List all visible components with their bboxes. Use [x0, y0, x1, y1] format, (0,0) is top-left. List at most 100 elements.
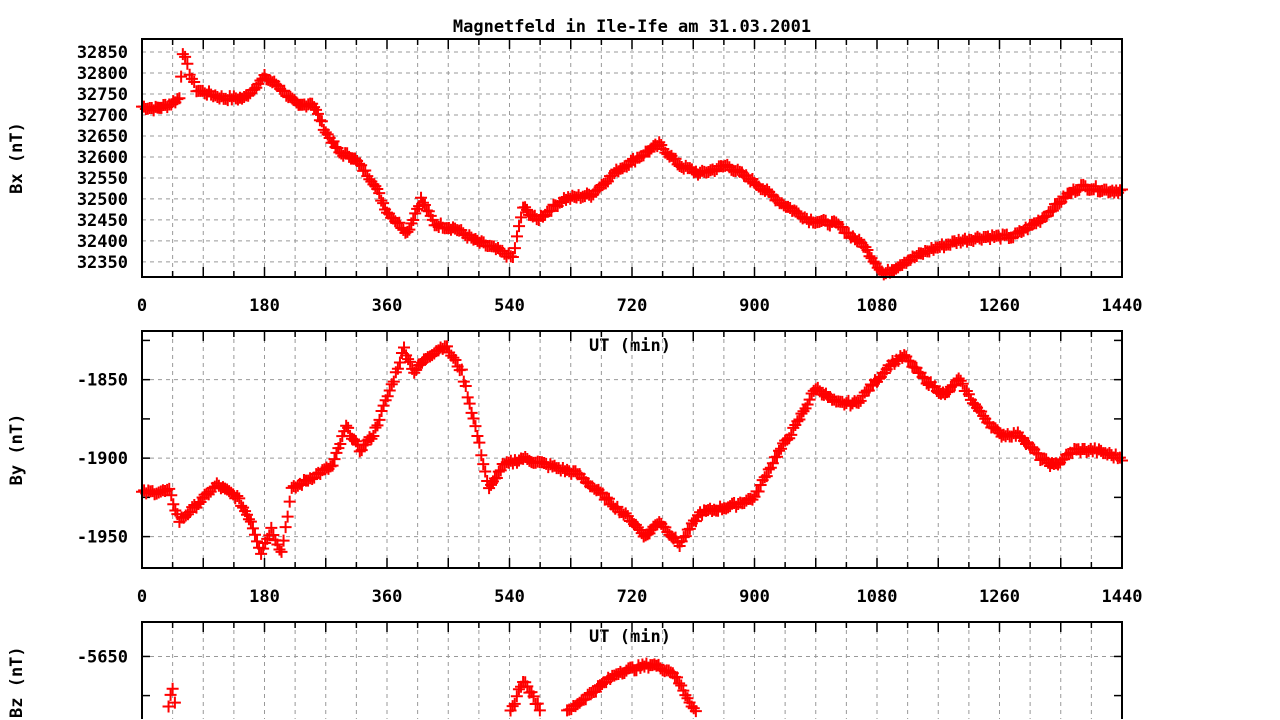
x-tick-label: 720: [617, 296, 648, 316]
data-point: [770, 450, 783, 463]
data-point: [166, 682, 179, 695]
x-tick-label: 540: [494, 296, 525, 316]
data-point: [277, 534, 290, 547]
data-point: [265, 521, 278, 534]
data-point: [418, 198, 431, 211]
data-point: [465, 406, 478, 419]
y-tick-label: 32750: [77, 85, 128, 105]
data-point: [242, 513, 255, 526]
data-point: [671, 671, 684, 684]
data-point: [954, 374, 967, 387]
data-point: [403, 223, 416, 236]
data-point: [163, 482, 176, 495]
data-point: [311, 107, 324, 120]
data-point: [916, 370, 929, 383]
data-point: [377, 197, 390, 210]
data-point: [459, 379, 472, 392]
x-tick-label: 1440: [1102, 587, 1143, 607]
x-axis-label: UT (min): [589, 336, 671, 356]
data-point: [398, 341, 411, 354]
data-point: [512, 683, 525, 696]
data-point: [854, 394, 867, 407]
data-point: [679, 530, 692, 543]
x-tick-label: 0: [137, 587, 147, 607]
plot-frame: [141, 38, 1123, 278]
data-point: [365, 432, 378, 445]
x-tick-label: 720: [617, 587, 648, 607]
data-point: [231, 490, 244, 503]
y-axis-label: Bz (nT): [7, 646, 27, 718]
data-point: [375, 194, 388, 207]
data-point: [402, 353, 415, 366]
data-point: [407, 213, 420, 226]
x-tick-label: 1260: [979, 587, 1020, 607]
data-point: [176, 48, 189, 61]
y-tick-label: 32350: [77, 253, 128, 273]
data-point: [271, 538, 284, 551]
data-point: [401, 225, 414, 238]
data-point: [246, 522, 259, 535]
data-point: [353, 445, 366, 458]
data-point: [508, 242, 521, 255]
data-point: [619, 507, 632, 520]
x-tick-label: 1080: [857, 296, 898, 316]
data-point: [375, 404, 388, 417]
y-tick-label: 32500: [77, 190, 128, 210]
data-point: [251, 535, 264, 548]
data-point: [752, 485, 765, 498]
data-point: [369, 180, 382, 193]
x-tick-label: 900: [739, 587, 770, 607]
data-point: [165, 489, 178, 502]
y-axis-label: Bx (nT): [7, 122, 27, 194]
data-point: [342, 421, 355, 434]
x-axis-label: UT (min): [589, 627, 671, 647]
data-point: [371, 419, 384, 432]
data-point: [746, 493, 759, 506]
plot-frame: [141, 330, 1123, 569]
y-axis-label: By (nT): [7, 414, 27, 486]
data-point: [492, 465, 505, 478]
data-point: [404, 355, 417, 368]
data-point: [373, 413, 386, 426]
data-point: [490, 471, 503, 484]
data-point: [326, 459, 339, 472]
x-tick-label: 1080: [857, 587, 898, 607]
x-tick-label: 180: [249, 296, 280, 316]
data-point: [962, 388, 975, 401]
data-point: [278, 84, 291, 97]
data-point: [531, 697, 544, 710]
data-point: [683, 522, 696, 535]
data-point: [515, 211, 528, 224]
data-point: [308, 101, 321, 114]
x-tick-label: 0: [137, 296, 147, 316]
y-tick-label: -1950: [77, 528, 128, 548]
data-point: [797, 405, 810, 418]
y-tick-label: 32550: [77, 169, 128, 189]
data-point: [687, 702, 700, 715]
data-point: [675, 679, 688, 692]
x-tick-label: 360: [372, 296, 403, 316]
y-tick-label: 32450: [77, 211, 128, 231]
data-point: [758, 471, 771, 484]
data-point: [340, 419, 353, 432]
data-point: [760, 470, 773, 483]
y-tick-label: 32600: [77, 148, 128, 168]
x-tick-label: 540: [494, 587, 525, 607]
data-point: [471, 430, 484, 443]
data-point: [192, 498, 205, 511]
data-point: [836, 220, 849, 233]
data-point: [411, 202, 424, 215]
data-point: [334, 438, 347, 451]
data-point: [449, 354, 462, 367]
data-point: [527, 690, 540, 703]
data-point: [600, 491, 613, 504]
data-point: [181, 57, 194, 70]
data-series: [136, 340, 1128, 560]
data-point: [447, 351, 460, 364]
data-point: [956, 377, 969, 390]
data-point: [328, 453, 341, 466]
data-point: [689, 515, 702, 528]
data-point: [162, 700, 175, 713]
data-point: [991, 424, 1004, 437]
data-point: [175, 70, 188, 83]
